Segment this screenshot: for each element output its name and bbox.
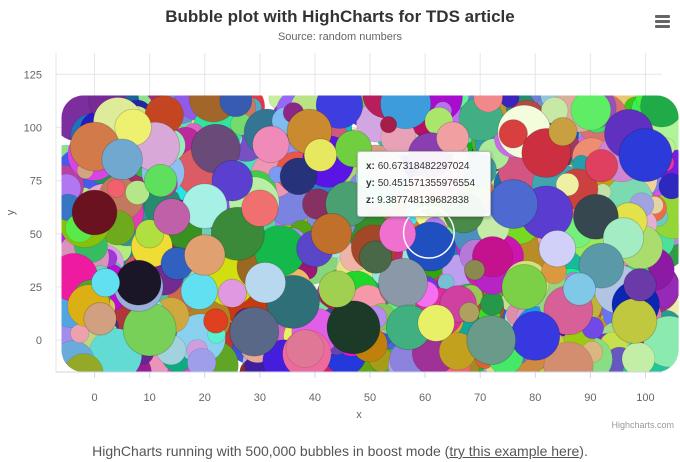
bubble-point[interactable] bbox=[203, 308, 229, 334]
chart-title: Bubble plot with HighCharts for TDS arti… bbox=[165, 7, 515, 26]
bubble-point[interactable] bbox=[229, 306, 280, 357]
bubble-point[interactable] bbox=[152, 198, 191, 236]
bubble-point[interactable] bbox=[578, 242, 625, 289]
y-tick-label: 125 bbox=[24, 69, 42, 81]
point-tooltip: x: 60.67318482297024 y: 50.4515713559765… bbox=[357, 151, 491, 217]
bubble-point[interactable] bbox=[584, 149, 619, 183]
tooltip-z-value: 9.387748139682838 bbox=[377, 195, 469, 206]
bubble-filler bbox=[473, 95, 503, 113]
x-tick-label: 30 bbox=[254, 392, 266, 404]
bubble-point[interactable] bbox=[318, 270, 356, 308]
example-link[interactable]: try this example here bbox=[449, 443, 580, 459]
bubble-filler bbox=[106, 179, 126, 198]
bubble-point[interactable] bbox=[101, 138, 143, 181]
bubble-filler bbox=[315, 95, 364, 129]
x-tick-label: 50 bbox=[364, 392, 376, 404]
bubble-filler bbox=[555, 172, 580, 197]
bubble-filler bbox=[380, 95, 432, 130]
bubble-point[interactable] bbox=[623, 268, 657, 302]
bubble-filler bbox=[125, 180, 150, 205]
x-tick-label: 90 bbox=[584, 392, 596, 404]
caption-text-after: ). bbox=[579, 443, 588, 459]
tooltip-x-label: x: bbox=[366, 161, 375, 172]
x-tick-label: 80 bbox=[529, 392, 541, 404]
bubble-series[interactable] bbox=[39, 70, 680, 399]
bubble-point[interactable] bbox=[358, 240, 393, 274]
bubble-filler bbox=[187, 347, 217, 373]
bubble-filler bbox=[643, 315, 679, 368]
x-tick-label: 70 bbox=[474, 392, 486, 404]
y-tick-label: 25 bbox=[30, 282, 42, 294]
bubble-point[interactable] bbox=[310, 213, 353, 255]
credits-link[interactable]: Highcharts.com bbox=[611, 420, 674, 430]
bubble-filler bbox=[480, 292, 504, 316]
bubble-point[interactable] bbox=[115, 259, 162, 306]
bubble-filler bbox=[380, 116, 398, 134]
caption: HighCharts running with 500,000 bubbles … bbox=[0, 443, 680, 459]
tooltip-x-value: 60.67318482297024 bbox=[377, 161, 470, 172]
x-tick-label: 0 bbox=[92, 392, 98, 404]
bubble-point[interactable] bbox=[464, 259, 486, 281]
x-tick-label: 100 bbox=[636, 392, 654, 404]
y-axis-title: y bbox=[5, 209, 17, 215]
bubble-point[interactable] bbox=[538, 229, 577, 268]
bubble-point[interactable] bbox=[562, 272, 597, 306]
bubble-point[interactable] bbox=[180, 272, 218, 310]
bubble-point[interactable] bbox=[241, 189, 279, 227]
bubble-point[interactable] bbox=[488, 179, 539, 229]
bubble-point[interactable] bbox=[244, 261, 287, 304]
bubble-point[interactable] bbox=[436, 121, 470, 155]
chart-container: 0 10 20 30 40 50 60 70 80 90 100 0 25 50 75 100 125 x y Bu… bbox=[0, 0, 680, 436]
bubble-point[interactable] bbox=[501, 264, 548, 310]
hamburger-menu-icon[interactable] bbox=[654, 13, 672, 29]
bubble-filler bbox=[640, 95, 679, 128]
bubble-filler bbox=[658, 173, 679, 200]
x-tick-label: 40 bbox=[309, 392, 321, 404]
bubble-point[interactable] bbox=[466, 315, 517, 365]
y-tick-label: 100 bbox=[24, 122, 42, 134]
bubble-point[interactable] bbox=[144, 163, 178, 198]
x-tick-label: 60 bbox=[419, 392, 431, 404]
bubble-point[interactable] bbox=[252, 125, 290, 164]
bubble-chart-svg[interactable]: 0 10 20 30 40 50 60 70 80 90 100 0 25 50 75 100 125 x y bbox=[0, 0, 680, 436]
x-axis-title: x bbox=[356, 409, 362, 421]
bubble-point[interactable] bbox=[71, 189, 118, 236]
bubble-point[interactable] bbox=[611, 298, 658, 344]
bubble-point[interactable] bbox=[211, 159, 254, 202]
y-tick-label: 75 bbox=[30, 176, 42, 188]
tooltip-y-row: y: 50.451571355976554 bbox=[366, 175, 482, 192]
bubble-point[interactable] bbox=[90, 268, 121, 298]
y-tick-label: 50 bbox=[30, 229, 42, 241]
caption-text-before: HighCharts running with 500,000 bubbles … bbox=[92, 443, 450, 459]
bubble-point[interactable] bbox=[279, 157, 318, 196]
bubble-point[interactable] bbox=[378, 215, 417, 253]
bubble-point[interactable] bbox=[498, 119, 528, 149]
bubble-point[interactable] bbox=[326, 300, 381, 355]
bubble-filler bbox=[63, 353, 104, 373]
tooltip-z-label: z: bbox=[366, 195, 375, 206]
bubble-point[interactable] bbox=[417, 304, 455, 342]
bubble-point[interactable] bbox=[618, 128, 673, 182]
bubble-point[interactable] bbox=[183, 234, 226, 276]
tooltip-z-row: z: 9.387748139682838 bbox=[366, 192, 482, 209]
chart-subtitle: Source: random numbers bbox=[277, 31, 403, 43]
tooltip-x-row: x: 60.67318482297024 bbox=[366, 158, 482, 175]
bubble-filler bbox=[219, 95, 253, 118]
bubble-point[interactable] bbox=[83, 302, 117, 336]
bubble-point[interactable] bbox=[303, 138, 338, 172]
bubble-filler bbox=[570, 95, 612, 131]
bubble-point[interactable] bbox=[122, 302, 177, 357]
tooltip-y-value: 50.451571355976554 bbox=[377, 178, 476, 189]
bubble-point[interactable] bbox=[548, 117, 578, 147]
bubble-filler bbox=[621, 342, 656, 373]
bubble-point[interactable] bbox=[510, 310, 561, 361]
bubble-point[interactable] bbox=[217, 278, 247, 308]
bubble-filler bbox=[285, 329, 325, 368]
bubble-filler bbox=[543, 341, 594, 373]
tooltip-y-label: y: bbox=[366, 178, 375, 189]
bubble-point[interactable] bbox=[458, 301, 480, 323]
x-tick-label: 20 bbox=[199, 392, 211, 404]
y-tick-label: 0 bbox=[36, 335, 42, 347]
x-tick-label: 10 bbox=[144, 392, 156, 404]
